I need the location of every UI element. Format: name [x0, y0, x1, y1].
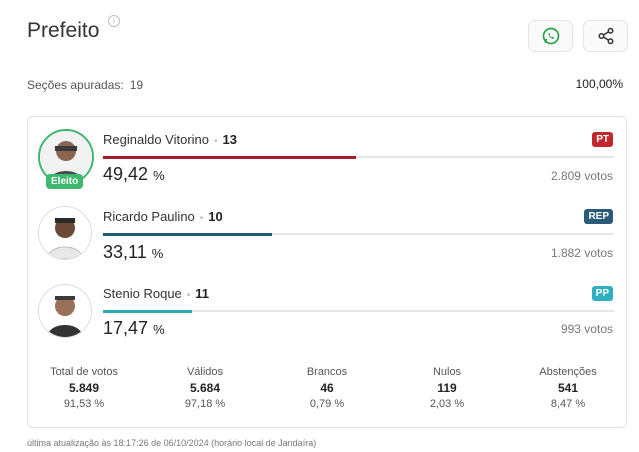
- stat-label: Total de votos: [50, 366, 118, 378]
- stat-percent: 2,03 %: [429, 398, 465, 410]
- stat-percent: 8,47 %: [550, 398, 586, 410]
- results-card: [27, 116, 627, 428]
- stat-validos: Válidos 5.684 97,18 %: [155, 366, 255, 410]
- separator-dot: •: [199, 213, 204, 224]
- stat-value: 541: [557, 381, 579, 395]
- stat-value: 5.849: [68, 381, 100, 395]
- person-photo-icon: [39, 285, 91, 337]
- share-icon: [598, 27, 613, 45]
- percent-value: 33,11: [103, 242, 147, 262]
- candidate-name: Ricardo Paulino • 10: [103, 209, 223, 224]
- avatar: [38, 206, 92, 260]
- party-badge: PT: [592, 132, 613, 147]
- vote-bar: [103, 309, 614, 313]
- stat-label: Abstenções: [539, 366, 597, 378]
- separator-dot: •: [214, 136, 218, 147]
- candidate-votes: 1.882 votos: [550, 246, 613, 260]
- stat-percent: 91,53 %: [63, 398, 105, 410]
- stat-value: 5.684: [189, 381, 221, 395]
- candidate-name-text: Stenio Roque: [103, 286, 182, 301]
- candidate-percent: 33,11 %: [103, 242, 163, 263]
- secoes-apuradas: Seções apuradas: 19: [27, 78, 143, 92]
- candidate-name: Reginaldo Vitorino • 13: [103, 132, 237, 147]
- vote-bar-fill: [103, 232, 273, 236]
- secoes-label: Seções apuradas:: [27, 78, 124, 92]
- separator-dot: •: [186, 290, 191, 301]
- person-photo-icon: [39, 207, 91, 259]
- vote-bar-fill: [103, 309, 193, 313]
- candidate-name: Stenio Roque • 11: [103, 286, 209, 301]
- whatsapp-icon: [542, 27, 559, 45]
- stat-value: 119: [437, 381, 457, 395]
- vote-bar: [103, 232, 614, 236]
- share-button[interactable]: [583, 20, 628, 52]
- stat-nulos: Nulos 119 2,03 %: [397, 366, 497, 410]
- vote-bar: [103, 155, 614, 159]
- candidate-number: 10: [208, 209, 223, 224]
- candidate-percent: 49,42 %: [103, 164, 165, 185]
- apuracao-percent: 100,00%: [575, 77, 623, 91]
- candidate-votes: 2.809 votos: [550, 169, 613, 183]
- stat-brancos: Brancos 46 0,79 %: [277, 366, 377, 410]
- percent-unit: %: [151, 246, 164, 261]
- stat-percent: 0,79 %: [309, 398, 345, 410]
- stat-total: Total de votos 5.849 91,53 %: [34, 366, 134, 410]
- last-update-text: última atualização às 18:17:26 de 06/10/…: [27, 438, 317, 448]
- page-title: Prefeito: [27, 19, 100, 42]
- avatar: [38, 284, 92, 338]
- stat-percent: 97,18 %: [184, 398, 226, 410]
- percent-unit: %: [153, 322, 165, 337]
- candidate-percent: 17,47 %: [103, 318, 165, 339]
- stat-abstencoes: Abstenções 541 8,47 %: [518, 366, 618, 410]
- candidate-name-text: Ricardo Paulino: [103, 209, 195, 224]
- candidate-name-text: Reginaldo Vitorino: [103, 132, 209, 147]
- info-icon[interactable]: i: [108, 15, 120, 27]
- stat-value: 46: [320, 381, 334, 395]
- secoes-value: 19: [129, 78, 144, 92]
- party-badge: REP: [584, 209, 613, 224]
- candidate-number: 11: [195, 286, 210, 301]
- candidate-number: 13: [222, 132, 237, 147]
- stat-label: Válidos: [186, 366, 224, 378]
- percent-value: 49,42: [103, 164, 149, 184]
- party-badge: PP: [591, 286, 613, 301]
- whatsapp-share-button[interactable]: [528, 20, 573, 52]
- vote-bar-fill: [103, 155, 356, 159]
- stat-label: Nulos: [432, 366, 462, 378]
- percent-value: 17,47: [103, 318, 149, 338]
- percent-unit: %: [153, 168, 165, 183]
- stat-label: Brancos: [306, 366, 348, 378]
- candidate-votes: 993 votos: [560, 322, 613, 336]
- eleito-badge: Eleito: [46, 174, 84, 189]
